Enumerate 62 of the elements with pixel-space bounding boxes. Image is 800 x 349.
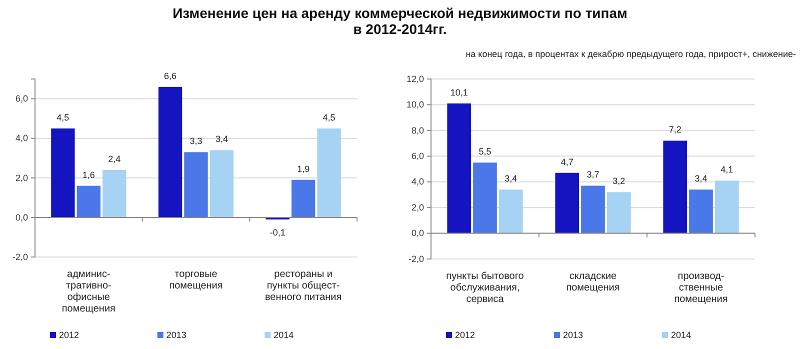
bar <box>102 170 126 218</box>
bar <box>76 186 101 218</box>
data-label: 3,4 <box>504 174 518 184</box>
y-tick-label: 0,0 <box>15 212 28 222</box>
y-tick-label: 4,0 <box>15 133 28 144</box>
bar <box>555 172 580 234</box>
y-tick-label: 12,0 <box>406 74 424 84</box>
bar <box>51 128 75 218</box>
bar <box>581 186 605 234</box>
bar <box>447 103 472 234</box>
y-tick-label: 0,0 <box>411 228 424 238</box>
data-label: 1,9 <box>297 164 310 174</box>
x-tick-label: складские помещения <box>566 271 620 294</box>
bar <box>184 152 208 218</box>
legend-label: 2013 <box>563 330 584 340</box>
bar <box>689 190 713 234</box>
data-label: 1,6 <box>82 170 95 180</box>
data-label: -0,1 <box>270 227 286 238</box>
x-tick-label: рестораны и пункты общест- венного питания <box>264 269 342 303</box>
x-tick-label: торговые помещения <box>169 269 223 292</box>
legend-label: 2012 <box>59 330 80 340</box>
text: Изменение цен на аренду коммерческой недвижимости по типам в 2012-2014гг. <box>172 5 628 38</box>
data-label: 3,4 <box>694 174 708 184</box>
legend-label: 2013 <box>166 330 186 340</box>
y-tick-label: 4,0 <box>411 176 424 187</box>
bar <box>663 140 688 234</box>
y-tick-label: -2,0 <box>408 254 424 264</box>
x-tick-label: админис- тративно- офисные помещения <box>62 269 116 314</box>
y-tick-label: 6,0 <box>15 94 28 104</box>
chart-subtitle: на конец года, в процентах к декабрю предыдущего года, прирост+, снижение- <box>466 49 796 59</box>
data-label: 3,3 <box>190 136 202 146</box>
data-label: 4,7 <box>560 156 574 167</box>
data-label: 4,5 <box>322 112 336 122</box>
y-tick-label: -2,0 <box>12 252 28 262</box>
y-tick-label: 10,0 <box>406 100 424 110</box>
data-label: 6,6 <box>164 70 177 81</box>
data-label: 3,7 <box>586 170 600 180</box>
y-tick-label: 8,0 <box>411 125 424 136</box>
x-tick-label: производ- ственные помещения <box>674 271 728 305</box>
data-label: 2,4 <box>108 154 121 164</box>
x-tick-label: пункты бытового обслуживания, сервиса <box>446 271 524 305</box>
legend-label: 2014 <box>274 330 294 340</box>
legend-label: 2014 <box>671 330 692 340</box>
data-label: 3,2 <box>612 176 626 186</box>
bar <box>317 128 341 218</box>
y-tick-label: 2,0 <box>15 172 28 183</box>
bar <box>473 162 497 234</box>
data-label: 5,5 <box>478 146 492 157</box>
data-label: 3,4 <box>215 134 228 144</box>
y-tick-label: 6,0 <box>411 151 424 162</box>
bar <box>606 192 631 234</box>
bar <box>498 190 523 234</box>
legend-label: 2012 <box>455 330 476 340</box>
bar <box>158 86 182 218</box>
bar <box>291 180 316 218</box>
bar <box>714 180 739 234</box>
data-label: 4,1 <box>720 164 734 175</box>
data-label: 7,2 <box>668 124 682 135</box>
data-label: 10,1 <box>450 87 468 98</box>
data-label: 4,5 <box>56 112 70 122</box>
y-tick-label: 2,0 <box>411 202 424 212</box>
bar <box>210 150 234 218</box>
